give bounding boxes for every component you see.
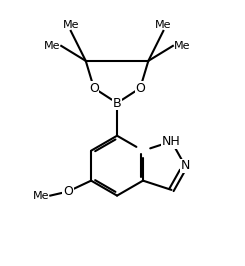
- Text: O: O: [89, 82, 99, 95]
- Text: O: O: [63, 185, 73, 198]
- Text: Me: Me: [43, 41, 60, 51]
- Text: Me: Me: [32, 191, 49, 201]
- Text: Me: Me: [174, 41, 191, 51]
- Text: Me: Me: [62, 20, 79, 30]
- Text: NH: NH: [162, 135, 181, 148]
- Text: N: N: [180, 159, 190, 172]
- Text: B: B: [113, 97, 121, 110]
- Text: O: O: [135, 82, 145, 95]
- Text: Me: Me: [155, 20, 172, 30]
